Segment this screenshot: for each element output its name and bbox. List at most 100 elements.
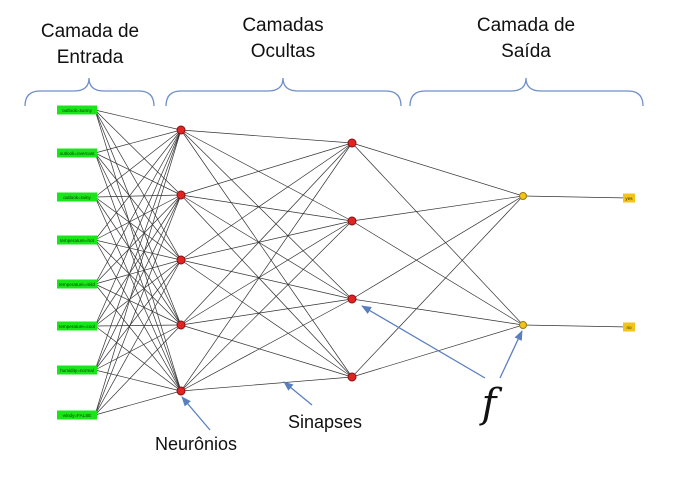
input-header-line-2: Entrada (57, 47, 124, 68)
synapse-input-hidden1 (94, 324, 182, 371)
input-layer-bracket (24, 77, 155, 107)
input-node-label: outlook=sunny (62, 108, 92, 113)
synapse-input-hidden1 (94, 390, 182, 416)
synapse-hidden2-output (351, 298, 524, 326)
neurons-arrow (181, 396, 211, 431)
synapse-hidden1-hidden2 (180, 220, 353, 392)
synapse-hidden1-hidden2 (180, 376, 353, 392)
synapse-input-hidden1 (94, 325, 182, 392)
synapse-hidden1-hidden2 (180, 129, 353, 144)
output-header-line-2: Saída (501, 41, 551, 62)
output-layer-header: Camada de Saída (477, 15, 575, 62)
neurons-label: Neurônios (155, 434, 237, 454)
input-node-label: outlook=rainy (63, 195, 91, 200)
synapse-hidden1-hidden2 (180, 142, 353, 326)
input-node-label: humidity=normal (60, 368, 94, 373)
input-node: outlook=sunny (57, 105, 97, 115)
synapse-input-hidden1 (94, 194, 182, 371)
input-header-line-1: Camada de (41, 21, 139, 42)
input-node-label: windy=FALSE (63, 413, 92, 418)
synapse-hidden1-hidden2 (180, 194, 353, 222)
synapse-input-hidden1 (94, 194, 182, 416)
input-node-box (57, 321, 97, 331)
synapse-hidden2-output (351, 220, 524, 326)
hidden-layer-header: Camadas Ocultas (242, 15, 323, 62)
input-node-box (57, 365, 97, 375)
hidden-neuron (176, 386, 186, 396)
synapse-input-hidden1 (94, 129, 182, 154)
synapse-input-hidden1 (94, 196, 182, 392)
input-node: temperature=cool (57, 321, 97, 331)
synapse-input-hidden1 (94, 129, 182, 241)
synapse-input-hidden1 (94, 109, 182, 131)
synapse-hidden1-hidden2 (180, 298, 353, 392)
hidden-neuron (176, 320, 186, 330)
synapse-hidden2-output (351, 142, 524, 326)
input-node-box (57, 148, 97, 158)
output-node: no (623, 322, 635, 332)
synapse-output-label (522, 195, 630, 199)
input-node-box (57, 192, 97, 202)
synapse-hidden1-hidden2 (180, 298, 353, 326)
synapse-hidden1-hidden2 (180, 129, 353, 300)
synapse-input-hidden1 (94, 194, 182, 285)
synapse-input-hidden1 (94, 129, 182, 327)
synapse-input-hidden1 (94, 129, 182, 285)
output-neuron (519, 192, 527, 200)
synapse-input-hidden1 (94, 129, 182, 198)
synapse-hidden1-hidden2 (180, 259, 353, 300)
synapse-input-hidden1 (94, 259, 182, 327)
input-node-box (57, 105, 97, 115)
synapse-output-label (522, 324, 630, 328)
output-neuron (519, 321, 527, 329)
network-nodes: outlook=sunny outlook=overcast outlook=rai… (57, 105, 635, 420)
hidden-neuron (347, 294, 357, 304)
synapses-label: Sinapses (288, 412, 362, 432)
input-node-box (57, 410, 97, 420)
output-node-label: yes (625, 196, 633, 201)
synapse-hidden1-hidden2 (180, 129, 353, 222)
input-node-box (57, 235, 97, 245)
output-node: yes (623, 193, 635, 203)
hidden-neuron (176, 255, 186, 265)
hidden-neuron (176, 125, 186, 135)
synapse-hidden1-hidden2 (180, 142, 353, 392)
output-node-box (623, 193, 635, 203)
synapse-hidden2-output (351, 195, 524, 222)
output-node-label: no (626, 325, 632, 330)
input-layer-header: Camada de Entrada (41, 21, 139, 68)
synapse-input-hidden1 (94, 152, 182, 196)
input-node-label: outlook=overcast (60, 151, 96, 156)
input-node: humidity=normal (57, 365, 97, 375)
function-arrow-hidden (361, 305, 486, 379)
synapse-input-hidden1 (94, 324, 182, 416)
synapse-hidden1-hidden2 (180, 324, 353, 378)
output-layer-bracket (409, 77, 644, 107)
synapse-hidden1-hidden2 (180, 220, 353, 326)
synapse-hidden1-hidden2 (180, 129, 353, 378)
input-node: windy=FALSE (57, 410, 97, 420)
synapse-input-hidden1 (94, 194, 182, 327)
function-arrow-output (499, 330, 523, 379)
synapse-hidden1-hidden2 (180, 142, 353, 196)
input-node-label: temperature=mild (59, 282, 95, 287)
synapse-hidden1-hidden2 (180, 220, 353, 261)
input-node: temperature=hot (57, 235, 97, 245)
input-node-label: temperature=hot (60, 238, 95, 243)
function-label: f (479, 381, 503, 427)
synapse-input-hidden1 (94, 324, 182, 327)
input-node: outlook=rainy (57, 192, 97, 202)
hidden-header-line-2: Ocultas (251, 41, 315, 62)
synapse-hidden1-hidden2 (180, 194, 353, 300)
synapse-input-hidden1 (94, 109, 182, 196)
synapse-input-hidden1 (94, 259, 182, 371)
synapse-input-hidden1 (94, 129, 182, 371)
input-node-label: temperature=cool (59, 324, 95, 329)
synapse-hidden2-output (351, 324, 524, 378)
input-node: temperature=mild (57, 279, 97, 289)
hidden-header-line-1: Camadas (242, 15, 323, 36)
output-header-line-1: Camada de (477, 15, 575, 36)
synapse-hidden1-hidden2 (180, 259, 353, 378)
synapse-hidden2-output (351, 195, 524, 300)
